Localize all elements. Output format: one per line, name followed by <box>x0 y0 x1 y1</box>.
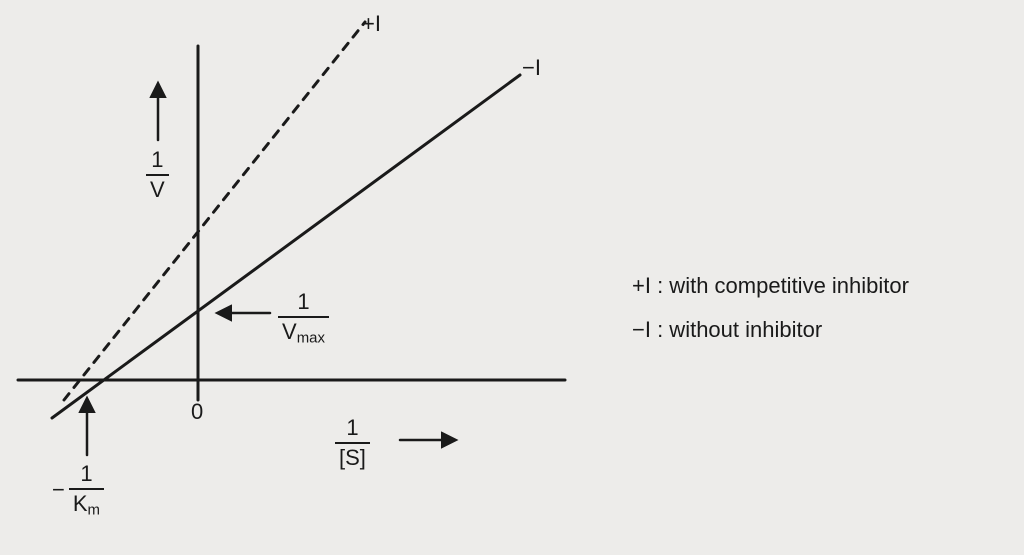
x-axis-label-num: 1 <box>335 416 370 444</box>
origin-label-text: 0 <box>191 399 203 424</box>
y-axis-label: 1 V <box>146 148 169 202</box>
legend-row-plus-i: +I : with competitive inhibitor <box>632 264 909 308</box>
km-label-den-base: K <box>73 491 88 516</box>
origin-label: 0 <box>191 400 203 424</box>
y-axis-label-num: 1 <box>146 148 169 176</box>
label-minus-i: −I <box>522 56 541 80</box>
y-axis-label-den: V <box>146 176 169 202</box>
x-axis-label: 1 [S] <box>335 416 370 470</box>
lineweaver-burk-plot: +I −I 0 1 V 1 Vmax 1 [S] − 1 Km <box>0 0 1024 555</box>
legend-key-minus-i: −I <box>632 317 651 342</box>
x-axis-label-den: [S] <box>335 444 370 470</box>
legend-key-plus-i: +I <box>632 273 651 298</box>
legend-row-minus-i: −I : without inhibitor <box>632 308 909 352</box>
vmax-label-num: 1 <box>278 290 329 318</box>
vmax-label-den-sub: max <box>297 330 325 347</box>
legend: +I : with competitive inhibitor −I : wit… <box>632 264 909 352</box>
label-minus-i-text: −I <box>522 55 541 80</box>
legend-text-minus-i: : without inhibitor <box>651 317 822 342</box>
km-label-prefix: − <box>52 477 65 502</box>
km-label-num: 1 <box>69 462 104 490</box>
vmax-label-den-base: V <box>282 319 297 344</box>
label-plus-i: +I <box>362 12 381 36</box>
vmax-label: 1 Vmax <box>278 290 329 347</box>
km-label: − 1 Km <box>52 462 104 519</box>
legend-text-plus-i: : with competitive inhibitor <box>651 273 909 298</box>
label-plus-i-text: +I <box>362 11 381 36</box>
km-label-den-sub: m <box>88 502 100 519</box>
